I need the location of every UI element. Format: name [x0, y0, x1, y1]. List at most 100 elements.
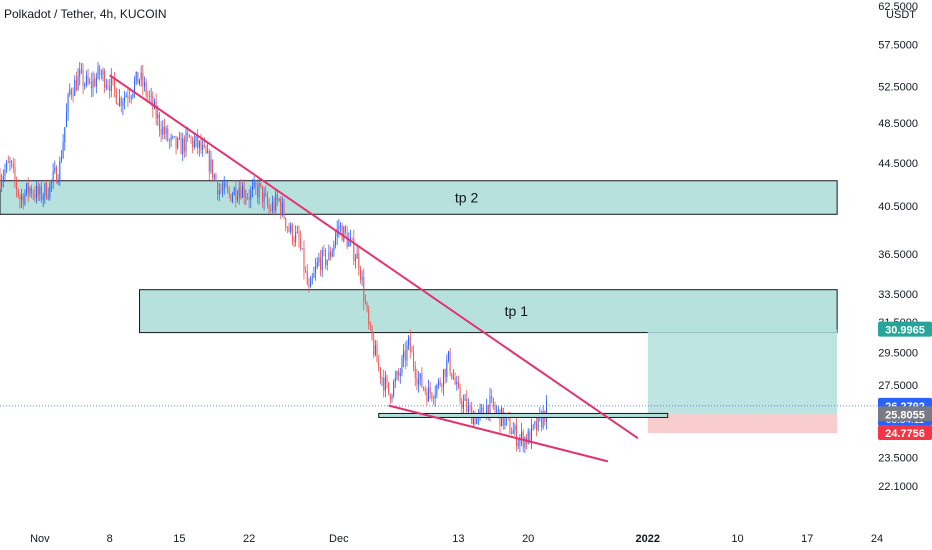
candle-body — [140, 72, 142, 80]
candle-body — [185, 132, 187, 152]
candle-body — [318, 257, 320, 263]
x-tick-label: 24 — [871, 533, 883, 545]
candle-body — [233, 187, 235, 196]
candle-body — [19, 196, 21, 200]
candle-body — [343, 226, 345, 241]
candle-body — [210, 159, 212, 172]
target-zone-2[interactable] — [139, 289, 838, 334]
candle-body — [235, 187, 237, 200]
candle-body — [4, 169, 6, 177]
candle-body — [125, 95, 127, 97]
trend-line-1[interactable] — [109, 74, 639, 440]
candle-body — [313, 272, 315, 278]
x-tick-label: 8 — [107, 533, 113, 545]
candle-body — [433, 398, 435, 399]
candle-body — [167, 128, 169, 141]
y-tick-label: 36.5000 — [878, 249, 918, 261]
candle-body — [242, 186, 244, 198]
position-profit-area[interactable] — [647, 329, 838, 415]
candle-body — [447, 351, 449, 361]
candle-body — [379, 367, 381, 379]
candle-body — [419, 373, 421, 379]
candle-body — [117, 103, 119, 106]
candle-body — [119, 97, 121, 106]
candle-body — [268, 204, 270, 209]
candle-body — [165, 128, 167, 134]
price-unit-label: USDT — [886, 9, 916, 21]
candle-body — [207, 150, 209, 154]
candle-body — [457, 381, 459, 388]
candle-body — [474, 414, 476, 424]
candle-body — [163, 126, 165, 134]
candle-body — [213, 174, 215, 178]
candle-body — [263, 193, 265, 203]
candle-body — [431, 393, 433, 399]
candle-body — [423, 387, 425, 389]
candle-body — [59, 160, 61, 180]
candle-body — [320, 257, 322, 271]
candle-body — [72, 94, 74, 96]
candle-body — [293, 241, 295, 243]
candle-body — [31, 188, 33, 195]
candle-body — [180, 138, 182, 155]
candle-body — [351, 238, 353, 239]
candle-body — [442, 369, 444, 387]
candle-body — [230, 194, 232, 202]
candle-body — [132, 93, 134, 97]
candle-body — [260, 182, 262, 186]
price-tag-label: 25.8055 — [885, 409, 925, 421]
price-axis[interactable] — [877, 0, 932, 550]
candle-body — [340, 225, 342, 227]
candle-body — [476, 417, 478, 424]
candle-body — [24, 193, 26, 205]
candle-body — [406, 345, 408, 361]
candle-body — [545, 401, 547, 422]
candle-body — [517, 443, 519, 446]
candle-body — [469, 405, 471, 407]
candle-body — [62, 142, 64, 158]
target-zone-1[interactable] — [0, 180, 838, 215]
candle-body — [482, 407, 484, 415]
candle-body — [441, 384, 443, 387]
candle-body — [89, 81, 91, 83]
candle-body — [291, 224, 293, 242]
candle-body — [301, 248, 303, 250]
candle-body — [11, 161, 13, 164]
candle-body — [368, 309, 370, 326]
candle-body — [310, 278, 312, 288]
trend-line-2[interactable] — [388, 404, 609, 463]
candle-body — [371, 325, 373, 339]
candle-body — [398, 371, 400, 376]
candle-body — [109, 86, 111, 91]
candle-body — [461, 401, 463, 409]
candle-body — [283, 202, 285, 219]
x-tick-label: Dec — [329, 533, 349, 545]
candle-body — [434, 394, 436, 399]
candle-body — [14, 167, 16, 180]
price-tag — [878, 406, 932, 422]
candle-body — [47, 196, 49, 199]
candle-body — [534, 421, 536, 425]
candle-body — [104, 71, 106, 88]
candle-body — [70, 89, 72, 95]
y-tick-label: 57.5000 — [878, 39, 918, 51]
time-axis[interactable] — [0, 525, 932, 550]
candle-body — [162, 126, 164, 135]
candle-body — [436, 385, 438, 395]
candle-body — [359, 268, 361, 281]
candle-body — [55, 167, 57, 183]
candle-body — [341, 225, 343, 241]
breakout-box[interactable] — [378, 412, 669, 418]
candle-body — [195, 136, 197, 141]
candle-body — [358, 253, 360, 269]
candle-body — [356, 253, 358, 259]
candle-body — [369, 325, 371, 327]
y-tick-label: 27.5000 — [878, 380, 918, 392]
candle-body — [323, 249, 325, 251]
candle-body — [172, 136, 174, 138]
candle-body — [328, 252, 330, 260]
candle-body — [17, 189, 19, 197]
position-stop-area[interactable] — [647, 414, 838, 434]
candle-body — [429, 387, 431, 394]
